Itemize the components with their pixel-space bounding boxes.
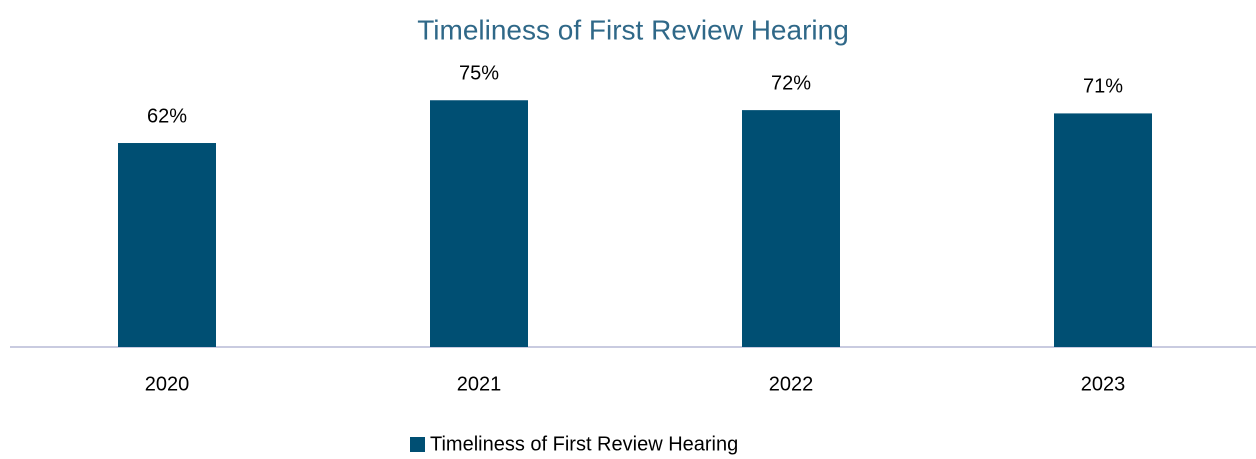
x-tick-label: 2020 [145, 373, 190, 395]
bar [430, 100, 528, 347]
x-tick-label: 2023 [1081, 373, 1126, 395]
bar [118, 143, 216, 347]
legend-swatch [410, 437, 425, 452]
data-label: 71% [1083, 76, 1123, 98]
data-label: 72% [771, 72, 811, 94]
x-tick-label: 2022 [769, 373, 814, 395]
data-label: 75% [459, 63, 499, 85]
x-tick-label: 2021 [457, 373, 502, 395]
legend-label: Timeliness of First Review Hearing [430, 433, 738, 455]
data-label: 62% [147, 105, 187, 127]
chart-title: Timeliness of First Review Hearing [417, 14, 849, 45]
bar [742, 110, 840, 348]
bar [1054, 113, 1152, 347]
